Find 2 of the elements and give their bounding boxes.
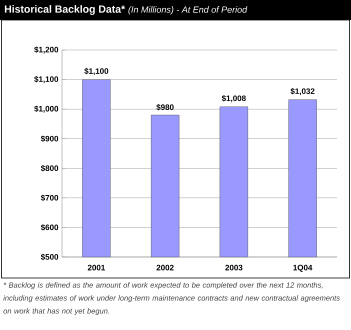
chart-subtitle: (In Millions) - At End of Period	[128, 6, 248, 15]
chart-title: Historical Backlog Data*	[4, 5, 126, 15]
